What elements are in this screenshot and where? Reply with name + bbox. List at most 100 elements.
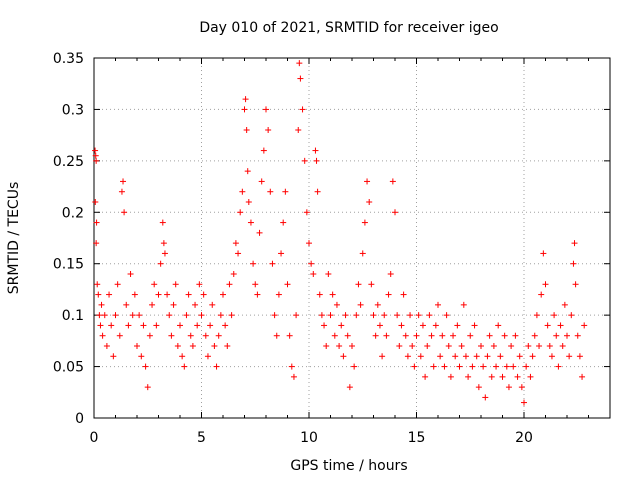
data-point bbox=[269, 260, 276, 267]
data-point bbox=[93, 157, 100, 164]
data-point bbox=[174, 343, 181, 349]
data-point bbox=[581, 322, 588, 329]
data-point bbox=[207, 322, 214, 329]
data-point bbox=[450, 332, 457, 339]
data-point bbox=[424, 343, 431, 349]
data-point bbox=[125, 322, 132, 329]
data-point bbox=[241, 106, 248, 113]
data-point bbox=[508, 343, 515, 349]
data-point bbox=[469, 363, 476, 370]
data-point bbox=[106, 291, 113, 298]
y-axis-label: SRMTID / TECUs bbox=[6, 182, 22, 295]
data-point bbox=[94, 281, 101, 288]
data-point bbox=[318, 312, 325, 319]
data-point bbox=[333, 301, 340, 308]
data-point bbox=[501, 332, 508, 339]
data-point bbox=[222, 322, 229, 329]
data-point bbox=[372, 332, 379, 339]
data-point bbox=[480, 363, 487, 370]
x-axis-label: GPS time / hours bbox=[290, 458, 407, 474]
data-point bbox=[493, 363, 500, 370]
data-point bbox=[250, 260, 257, 267]
data-point bbox=[456, 363, 463, 370]
data-point bbox=[331, 332, 338, 339]
data-point bbox=[553, 332, 560, 339]
data-point bbox=[275, 291, 282, 298]
data-point bbox=[235, 250, 242, 257]
data-point bbox=[465, 373, 472, 380]
chart-title: Day 010 of 2021, SRMTID for receiver ige… bbox=[199, 20, 498, 36]
data-point bbox=[439, 332, 446, 339]
data-point bbox=[566, 353, 573, 360]
data-point bbox=[239, 188, 246, 195]
data-point bbox=[497, 353, 504, 360]
data-point bbox=[533, 312, 540, 319]
data-point bbox=[525, 343, 532, 349]
data-point bbox=[290, 373, 297, 380]
data-point bbox=[499, 373, 506, 380]
data-point bbox=[160, 240, 167, 247]
data-point bbox=[121, 209, 128, 216]
data-point bbox=[452, 353, 459, 360]
data-point bbox=[159, 219, 166, 226]
data-point bbox=[213, 363, 220, 370]
x-tick-label: 15 bbox=[408, 430, 426, 446]
data-point bbox=[355, 281, 362, 288]
data-point bbox=[445, 343, 452, 349]
data-point bbox=[303, 209, 310, 216]
data-point bbox=[527, 373, 534, 380]
data-point bbox=[297, 75, 304, 82]
data-point bbox=[230, 271, 237, 277]
data-point bbox=[475, 384, 482, 391]
data-point bbox=[92, 199, 99, 205]
data-point bbox=[312, 147, 319, 154]
data-point bbox=[411, 363, 418, 370]
data-point bbox=[364, 178, 371, 185]
data-point bbox=[258, 178, 265, 185]
data-point bbox=[123, 301, 130, 308]
data-point bbox=[189, 343, 196, 349]
data-point bbox=[361, 219, 368, 226]
data-point bbox=[110, 353, 117, 360]
data-point bbox=[428, 332, 435, 339]
data-point bbox=[422, 373, 429, 380]
data-point bbox=[92, 152, 99, 159]
data-point bbox=[383, 332, 390, 339]
data-point bbox=[323, 343, 330, 349]
y-tick-label: 0.1 bbox=[62, 308, 84, 324]
data-point bbox=[564, 332, 570, 339]
data-point bbox=[278, 250, 285, 257]
data-point bbox=[316, 291, 323, 298]
data-point bbox=[503, 363, 510, 370]
data-point bbox=[215, 332, 222, 339]
y-tick-label: 0.05 bbox=[53, 360, 84, 376]
data-point bbox=[366, 199, 373, 205]
data-point bbox=[435, 301, 441, 308]
data-point bbox=[441, 363, 448, 370]
x-tick-label: 5 bbox=[197, 430, 206, 446]
data-point bbox=[510, 363, 517, 370]
data-point bbox=[151, 281, 158, 288]
data-point bbox=[161, 250, 168, 257]
data-point bbox=[351, 363, 358, 370]
data-point bbox=[357, 301, 364, 308]
data-point bbox=[267, 188, 274, 195]
data-point bbox=[462, 353, 469, 360]
data-point bbox=[413, 332, 420, 339]
data-point bbox=[518, 384, 525, 391]
data-point bbox=[432, 322, 439, 329]
data-point bbox=[172, 281, 179, 288]
x-tick-label: 20 bbox=[515, 430, 533, 446]
data-point bbox=[523, 363, 530, 370]
data-point bbox=[244, 168, 251, 175]
data-point bbox=[144, 384, 151, 391]
data-point bbox=[183, 312, 190, 319]
data-point bbox=[505, 384, 512, 391]
data-point bbox=[95, 291, 102, 298]
data-point bbox=[308, 260, 315, 267]
data-point bbox=[228, 312, 235, 319]
data-point bbox=[571, 240, 578, 247]
data-point bbox=[495, 322, 502, 329]
data-point bbox=[340, 353, 347, 360]
